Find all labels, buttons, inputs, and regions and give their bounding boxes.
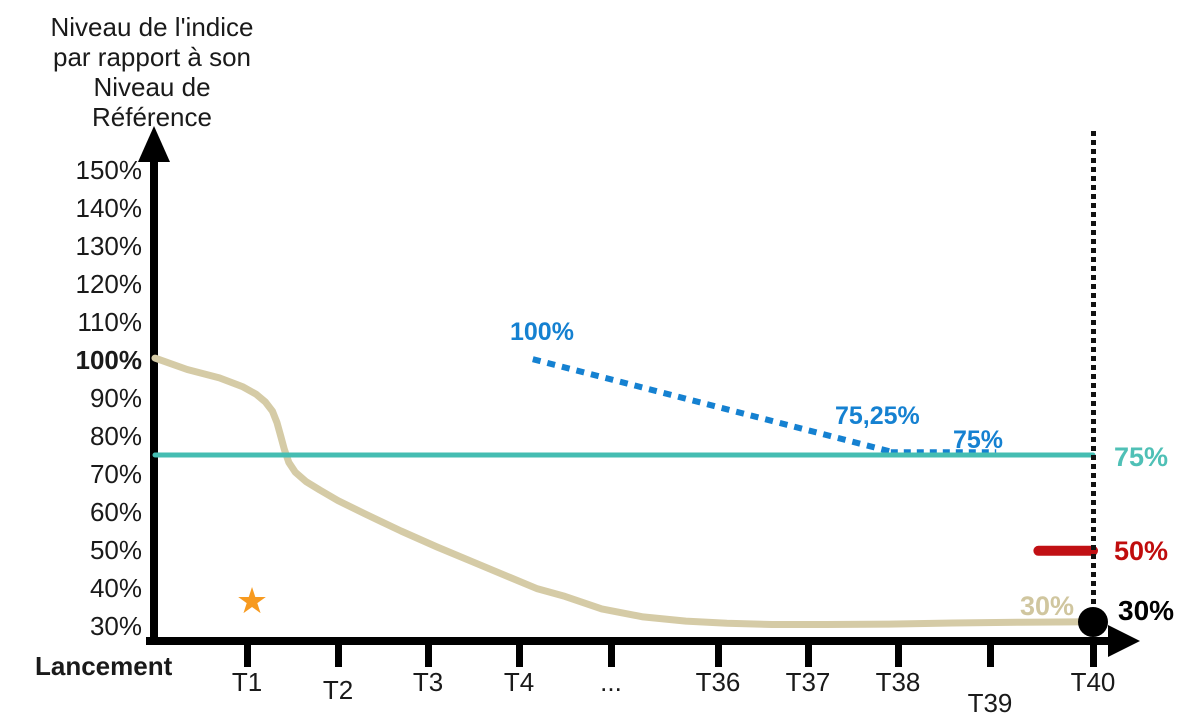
x-tick-mark-T40 — [1089, 641, 1097, 667]
y-tick-label-40: 40% — [89, 573, 142, 603]
y-tick-label-80: 80% — [89, 421, 142, 451]
y-axis-title-line: par rapport à son — [52, 42, 251, 72]
star-marker-icon: ★ — [235, 580, 269, 621]
y-tick-label-50: 50% — [89, 535, 142, 565]
x-tick-label-T3: T3 — [412, 667, 444, 697]
series-scenario-pointille-baisse — [532, 356, 892, 455]
y-axis-arrow-icon — [138, 126, 170, 162]
x-tick-label-T39: T39 — [967, 688, 1013, 718]
final-point-dot — [1078, 607, 1108, 637]
x-tick-label-T4: T4 — [503, 667, 535, 697]
y-axis-line — [150, 140, 158, 645]
x-tick-label-T40: T40 — [1070, 667, 1116, 697]
series-trajectoire-indice — [151, 354, 1097, 628]
x-tick-mark-T37 — [804, 641, 812, 667]
y-tick-label-120: 120% — [75, 269, 143, 299]
annotation-barrier-75pct: 75% — [1114, 442, 1169, 472]
y-axis-title-line: Niveau de l'indice — [50, 12, 254, 42]
x-tick-mark-... — [607, 641, 615, 667]
y-tick-label-30: 30% — [89, 611, 142, 641]
annotation-scenario-7525pct: 75,25% — [835, 402, 920, 430]
annotation-index-30pct: 30% — [1020, 591, 1075, 621]
y-tick-label-110: 110% — [77, 307, 142, 337]
maturity-dotted-line — [1091, 131, 1096, 622]
annotation-scenario-100pct: 100% — [510, 318, 574, 346]
x-tick-mark-T38 — [894, 641, 902, 667]
x-axis-line — [146, 637, 1110, 645]
x-axis-arrow-icon — [1108, 625, 1140, 657]
y-tick-label-60: 60% — [89, 497, 142, 527]
x-tick-mark-T2 — [334, 641, 342, 667]
y-tick-label-150: 150% — [75, 155, 143, 185]
x-tick-label-...: ... — [600, 667, 622, 697]
y-tick-label-140: 140% — [75, 193, 143, 223]
x-tick-mark-T4 — [515, 641, 523, 667]
annotation-scenario-75pct: 75% — [953, 426, 1004, 454]
x-tick-label-T37: T37 — [785, 667, 831, 697]
annotation-final-30pct: 30% — [1118, 595, 1175, 626]
x-tick-label-T36: T36 — [695, 667, 741, 697]
y-tick-label-130: 130% — [75, 231, 143, 261]
y-tick-label-100: 100% — [75, 345, 143, 375]
x-tick-mark-T1 — [243, 641, 251, 667]
y-axis-title: Niveau de l'indice par rapport à son Niv… — [7, 12, 297, 132]
y-axis-title-line: Niveau de — [93, 72, 211, 102]
x-tick-mark-T39 — [986, 641, 994, 667]
x-tick-label-T38: T38 — [875, 667, 921, 697]
x-tick-label-T2: T2 — [322, 675, 354, 705]
y-tick-label-70: 70% — [89, 459, 142, 489]
annotation-level-50pct: 50% — [1114, 536, 1169, 566]
y-tick-label-90: 90% — [89, 383, 142, 413]
x-tick-label-T1: T1 — [231, 667, 263, 697]
x-axis-origin-label: Lancement — [35, 651, 173, 681]
x-tick-mark-T36 — [714, 641, 722, 667]
x-tick-mark-T3 — [424, 641, 432, 667]
